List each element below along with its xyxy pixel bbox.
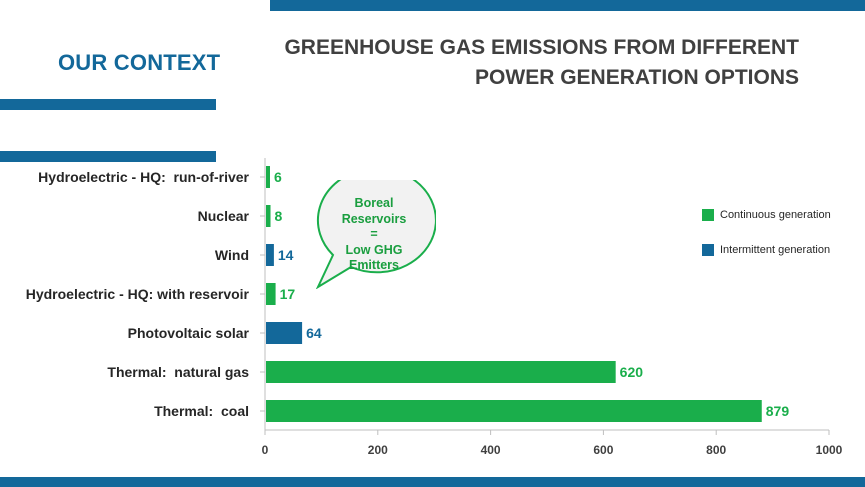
data-label: 17 bbox=[280, 286, 296, 302]
callout-line: = bbox=[370, 227, 378, 241]
data-label: 6 bbox=[274, 169, 282, 185]
x-tick-label: 200 bbox=[368, 443, 388, 457]
data-label: 8 bbox=[275, 208, 283, 224]
speech-bubble-shape bbox=[315, 180, 436, 289]
callout-line: Boreal bbox=[354, 196, 394, 210]
x-tick-label: 800 bbox=[706, 443, 726, 457]
slide-title-line-2: POWER GENERATION OPTIONS bbox=[475, 66, 799, 89]
data-label: 620 bbox=[620, 364, 644, 380]
category-label: Photovoltaic solar bbox=[128, 325, 250, 341]
top-accent-bar bbox=[270, 0, 865, 11]
bar bbox=[266, 166, 270, 188]
data-label: 14 bbox=[278, 247, 294, 263]
legend-label: Intermittent generation bbox=[720, 244, 831, 256]
section-underline-bar bbox=[0, 99, 216, 110]
legend-swatch bbox=[702, 209, 714, 221]
legend-item: Continuous generation bbox=[702, 208, 831, 222]
x-tick-label: 400 bbox=[481, 443, 501, 457]
category-label: Thermal: natural gas bbox=[107, 364, 249, 380]
bottom-accent-bar bbox=[0, 477, 865, 487]
data-label: 879 bbox=[766, 403, 790, 419]
category-label: Wind bbox=[215, 247, 249, 263]
slide-title-line-1: GREENHOUSE GAS EMISSIONS FROM DIFFERENT bbox=[284, 36, 799, 59]
x-tick-label: 0 bbox=[262, 443, 269, 457]
slide-title: GREENHOUSE GAS EMISSIONS FROM DIFFERENT … bbox=[239, 33, 799, 93]
data-label: 64 bbox=[306, 325, 322, 341]
callout-line: Reservoirs bbox=[341, 211, 407, 226]
bar bbox=[266, 205, 271, 227]
section-title: OUR CONTEXT bbox=[58, 50, 221, 75]
legend-swatch bbox=[702, 244, 714, 256]
category-label: Nuclear bbox=[198, 208, 250, 224]
callout-line: Emitters bbox=[348, 258, 400, 272]
category-label: Hydroelectric - HQ: run-of-river bbox=[38, 169, 249, 185]
legend-item: Intermittent generation bbox=[702, 243, 830, 257]
bar bbox=[266, 361, 616, 383]
legend-label: Continuous generation bbox=[720, 209, 831, 221]
callout-line: Low GHG bbox=[345, 242, 403, 257]
chart-top-accent-bar bbox=[0, 151, 216, 162]
callout-text: Boreal Reservoirs = Low GHG Emitters bbox=[318, 196, 430, 274]
bar bbox=[266, 322, 303, 344]
x-tick-label: 1000 bbox=[816, 443, 843, 457]
bar bbox=[266, 400, 762, 422]
bar bbox=[266, 244, 274, 266]
category-label: Thermal: coal bbox=[154, 403, 249, 419]
category-label: Hydroelectric - HQ: with reservoir bbox=[26, 286, 250, 302]
speech-bubble bbox=[315, 180, 436, 289]
bar bbox=[266, 283, 276, 305]
x-tick-label: 600 bbox=[593, 443, 613, 457]
